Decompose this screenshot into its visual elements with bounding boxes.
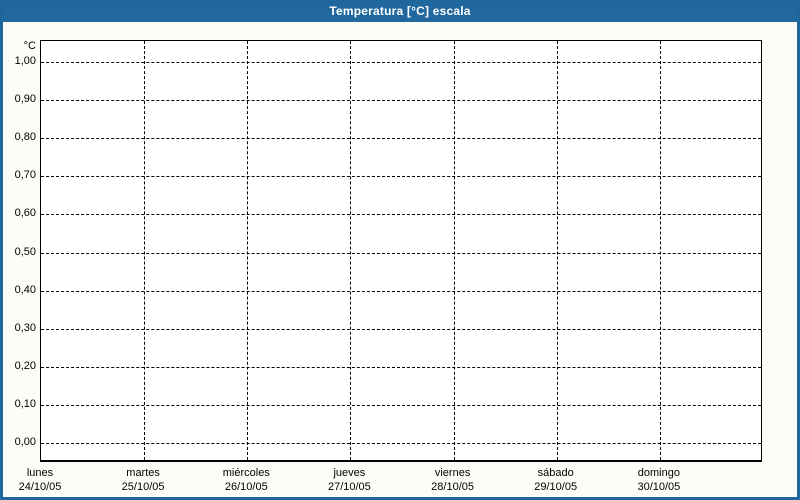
v-gridline bbox=[247, 41, 249, 460]
v-gridline bbox=[556, 41, 558, 460]
v-gridline bbox=[350, 41, 352, 460]
x-date-label: 27/10/05 bbox=[327, 481, 371, 493]
x-date-label: 26/10/05 bbox=[224, 481, 268, 493]
h-gridline bbox=[41, 290, 761, 292]
title-bar: Temperatura [°C] escala bbox=[0, 0, 800, 22]
plot-area bbox=[40, 40, 762, 462]
x-axis-label: lunes 24/10/05 bbox=[0, 466, 92, 494]
x-day-label: martes bbox=[126, 467, 160, 479]
y-axis-unit-label: °C bbox=[23, 40, 36, 52]
x-day-label: miércoles bbox=[222, 467, 270, 479]
h-gridline bbox=[41, 214, 761, 216]
x-axis-label: miércoles 26/10/05 bbox=[194, 466, 298, 494]
y-tick-label: 0,40 bbox=[14, 283, 36, 296]
y-tick-label: 0,80 bbox=[14, 131, 36, 144]
h-gridline bbox=[41, 328, 761, 330]
y-tick-label: 0,50 bbox=[14, 245, 36, 258]
v-gridline bbox=[453, 41, 455, 460]
y-tick-label: 0,20 bbox=[14, 359, 36, 372]
y-tick-label: 0,00 bbox=[14, 436, 36, 448]
h-gridline bbox=[41, 138, 761, 140]
x-axis-label: domingo 30/10/05 bbox=[607, 466, 711, 494]
v-gridline bbox=[659, 41, 661, 460]
h-gridline bbox=[41, 443, 761, 444]
x-axis-label: martes 25/10/05 bbox=[91, 466, 195, 494]
chart-title: Temperatura [°C] escala bbox=[329, 4, 471, 18]
y-tick-label: 0,30 bbox=[14, 321, 36, 334]
x-day-label: sábado bbox=[537, 467, 574, 479]
h-gridline bbox=[41, 252, 761, 254]
x-date-label: 29/10/05 bbox=[534, 481, 578, 493]
y-tick-label: 1,00 bbox=[14, 55, 36, 67]
y-tick-label: 0,70 bbox=[14, 169, 36, 182]
x-day-label: lunes bbox=[26, 467, 54, 479]
x-date-label: 24/10/05 bbox=[18, 481, 62, 493]
x-axis-label: sábado 29/10/05 bbox=[504, 466, 608, 494]
x-axis-label: jueves 27/10/05 bbox=[297, 466, 401, 494]
x-date-label: 30/10/05 bbox=[637, 481, 681, 493]
h-gridline bbox=[41, 100, 761, 102]
h-gridline bbox=[41, 62, 761, 63]
y-tick-label: 0,90 bbox=[14, 93, 36, 106]
h-gridline bbox=[41, 176, 761, 178]
x-day-label: viernes bbox=[434, 467, 471, 479]
v-gridline bbox=[144, 41, 146, 460]
y-tick-label: 0,60 bbox=[14, 207, 36, 220]
x-date-label: 25/10/05 bbox=[121, 481, 165, 493]
x-day-label: domingo bbox=[637, 467, 680, 479]
x-axis-label: viernes 28/10/05 bbox=[401, 466, 505, 494]
y-tick-label: 0,10 bbox=[14, 397, 36, 410]
h-gridline bbox=[41, 366, 761, 368]
x-date-label: 28/10/05 bbox=[431, 481, 474, 493]
h-gridline bbox=[41, 404, 761, 406]
x-day-label: jueves bbox=[333, 467, 366, 479]
